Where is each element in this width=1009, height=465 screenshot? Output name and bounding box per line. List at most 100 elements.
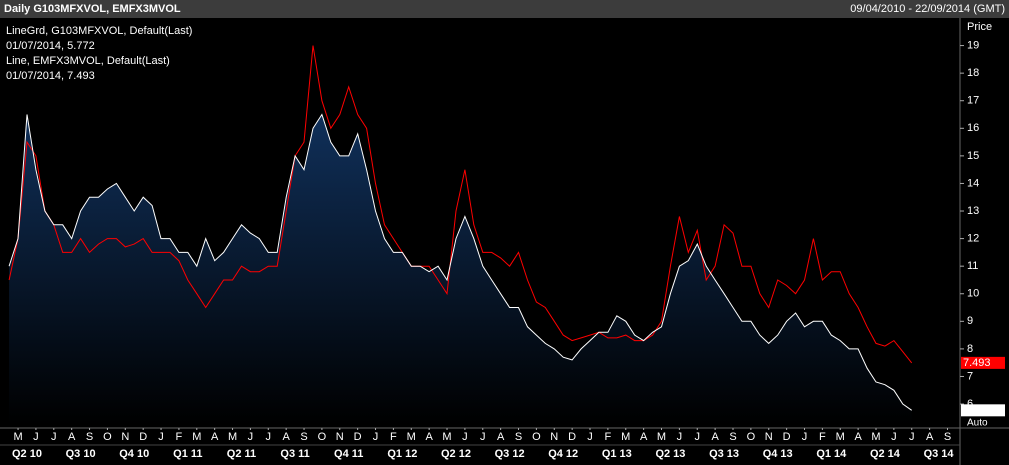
x-tick-label: M <box>13 431 22 443</box>
x-tick-label: N <box>765 431 773 443</box>
x-tick-label: D <box>354 431 362 443</box>
x-tick-label: O <box>532 431 541 443</box>
quarter-label: Q2 14 <box>870 448 901 460</box>
x-tick-label: A <box>211 431 219 443</box>
date-range: 09/04/2010 - 22/09/2014 (GMT) <box>850 3 1005 15</box>
x-tick-label: A <box>497 431 505 443</box>
area-fill <box>9 114 912 425</box>
quarter-label: Q3 14 <box>924 448 955 460</box>
quarter-label: Q1 11 <box>173 448 202 460</box>
series-line <box>8 45 913 364</box>
x-tick-label: D <box>139 431 147 443</box>
chart-title: Daily G103MFXVOL, EMFX3MVOL <box>4 3 181 15</box>
x-tick-label: J <box>51 431 57 443</box>
y-axis-label: Price <box>967 21 992 33</box>
y-tick-label: 15 <box>967 150 979 162</box>
x-tick-label: M <box>621 431 630 443</box>
y-tick-label: 12 <box>967 233 979 245</box>
y-tick-label: 19 <box>967 39 979 51</box>
series-line <box>8 113 912 411</box>
quarter-label: Q2 12 <box>441 448 471 460</box>
quarter-label: Q3 12 <box>495 448 525 460</box>
x-tick-label: S <box>515 431 522 443</box>
quarter-label: Q3 11 <box>280 448 309 460</box>
x-tick-label: J <box>158 431 164 443</box>
quarter-label: Q3 13 <box>709 448 739 460</box>
quarter-label: Q4 10 <box>119 448 149 460</box>
x-tick-label: O <box>318 431 327 443</box>
x-tick-label: J <box>480 431 486 443</box>
x-tick-label: M <box>657 431 666 443</box>
x-tick-label: M <box>192 431 201 443</box>
quarter-label: Q4 13 <box>763 448 793 460</box>
y-tick-label: 16 <box>967 122 979 134</box>
x-tick-label: O <box>747 431 756 443</box>
x-tick-label: J <box>909 431 915 443</box>
x-tick-label: F <box>605 431 612 443</box>
last-value-label: 7.493 <box>963 357 991 369</box>
x-tick-label: J <box>266 431 272 443</box>
last-value-label: 5.772 <box>963 404 991 416</box>
x-tick-label: A <box>711 431 719 443</box>
x-tick-label: A <box>926 431 934 443</box>
x-tick-label: J <box>373 431 379 443</box>
quarter-label: Q2 10 <box>12 448 42 460</box>
x-tick-label: J <box>248 431 254 443</box>
quarter-label: Q1 12 <box>387 448 417 460</box>
x-tick-label: D <box>568 431 576 443</box>
legend-label: Line, EMFX3MVOL, Default(Last) <box>6 55 170 67</box>
x-tick-label: J <box>462 431 468 443</box>
x-tick-label: M <box>228 431 237 443</box>
x-tick-label: M <box>442 431 451 443</box>
x-tick-label: M <box>871 431 880 443</box>
x-tick-label: N <box>121 431 129 443</box>
x-tick-label: F <box>176 431 183 443</box>
quarter-label: Q4 11 <box>334 448 363 460</box>
x-tick-label: J <box>587 431 593 443</box>
legend-value: 01/07/2014, 7.493 <box>6 70 95 82</box>
x-tick-label: F <box>390 431 397 443</box>
quarter-label: Q2 13 <box>655 448 685 460</box>
y-tick-label: 9 <box>967 315 973 327</box>
x-tick-label: J <box>695 431 701 443</box>
quarter-label: Q4 12 <box>548 448 578 460</box>
quarter-label: Q1 14 <box>816 448 847 460</box>
y-mode: Auto <box>967 418 988 429</box>
x-tick-label: M <box>407 431 416 443</box>
y-tick-label: 10 <box>967 288 979 300</box>
last-value-tag <box>961 356 1005 369</box>
x-tick-label: A <box>282 431 290 443</box>
y-tick-label: 18 <box>967 67 979 79</box>
x-tick-label: J <box>677 431 683 443</box>
x-tick-label: S <box>944 431 951 443</box>
legend-value: 01/07/2014, 5.772 <box>6 40 95 52</box>
quarter-label: Q3 10 <box>66 448 96 460</box>
x-tick-label: J <box>802 431 808 443</box>
x-tick-label: M <box>836 431 845 443</box>
x-tick-label: S <box>300 431 307 443</box>
header-bar <box>0 0 1009 18</box>
y-tick-label: 17 <box>967 95 979 107</box>
y-tick-label: 6 <box>967 398 973 410</box>
legend-label: LineGrd, G103MFXVOL, Default(Last) <box>6 25 192 37</box>
x-tick-label: O <box>103 431 112 443</box>
y-tick-label: 13 <box>967 205 979 217</box>
x-tick-label: A <box>854 431 862 443</box>
y-tick-label: 11 <box>967 260 978 272</box>
x-tick-label: D <box>783 431 791 443</box>
x-tick-label: J <box>891 431 897 443</box>
last-value-tag <box>961 404 1005 417</box>
quarter-label: Q2 11 <box>227 448 256 460</box>
x-tick-label: N <box>336 431 344 443</box>
x-tick-label: A <box>425 431 433 443</box>
y-tick-label: 8 <box>967 343 973 355</box>
x-tick-label: J <box>33 431 39 443</box>
x-tick-label: N <box>550 431 558 443</box>
x-tick-label: S <box>729 431 736 443</box>
x-tick-label: F <box>819 431 826 443</box>
x-tick-label: A <box>68 431 76 443</box>
x-tick-label: S <box>86 431 93 443</box>
x-tick-label: A <box>640 431 648 443</box>
y-tick-label: 14 <box>967 177 979 189</box>
